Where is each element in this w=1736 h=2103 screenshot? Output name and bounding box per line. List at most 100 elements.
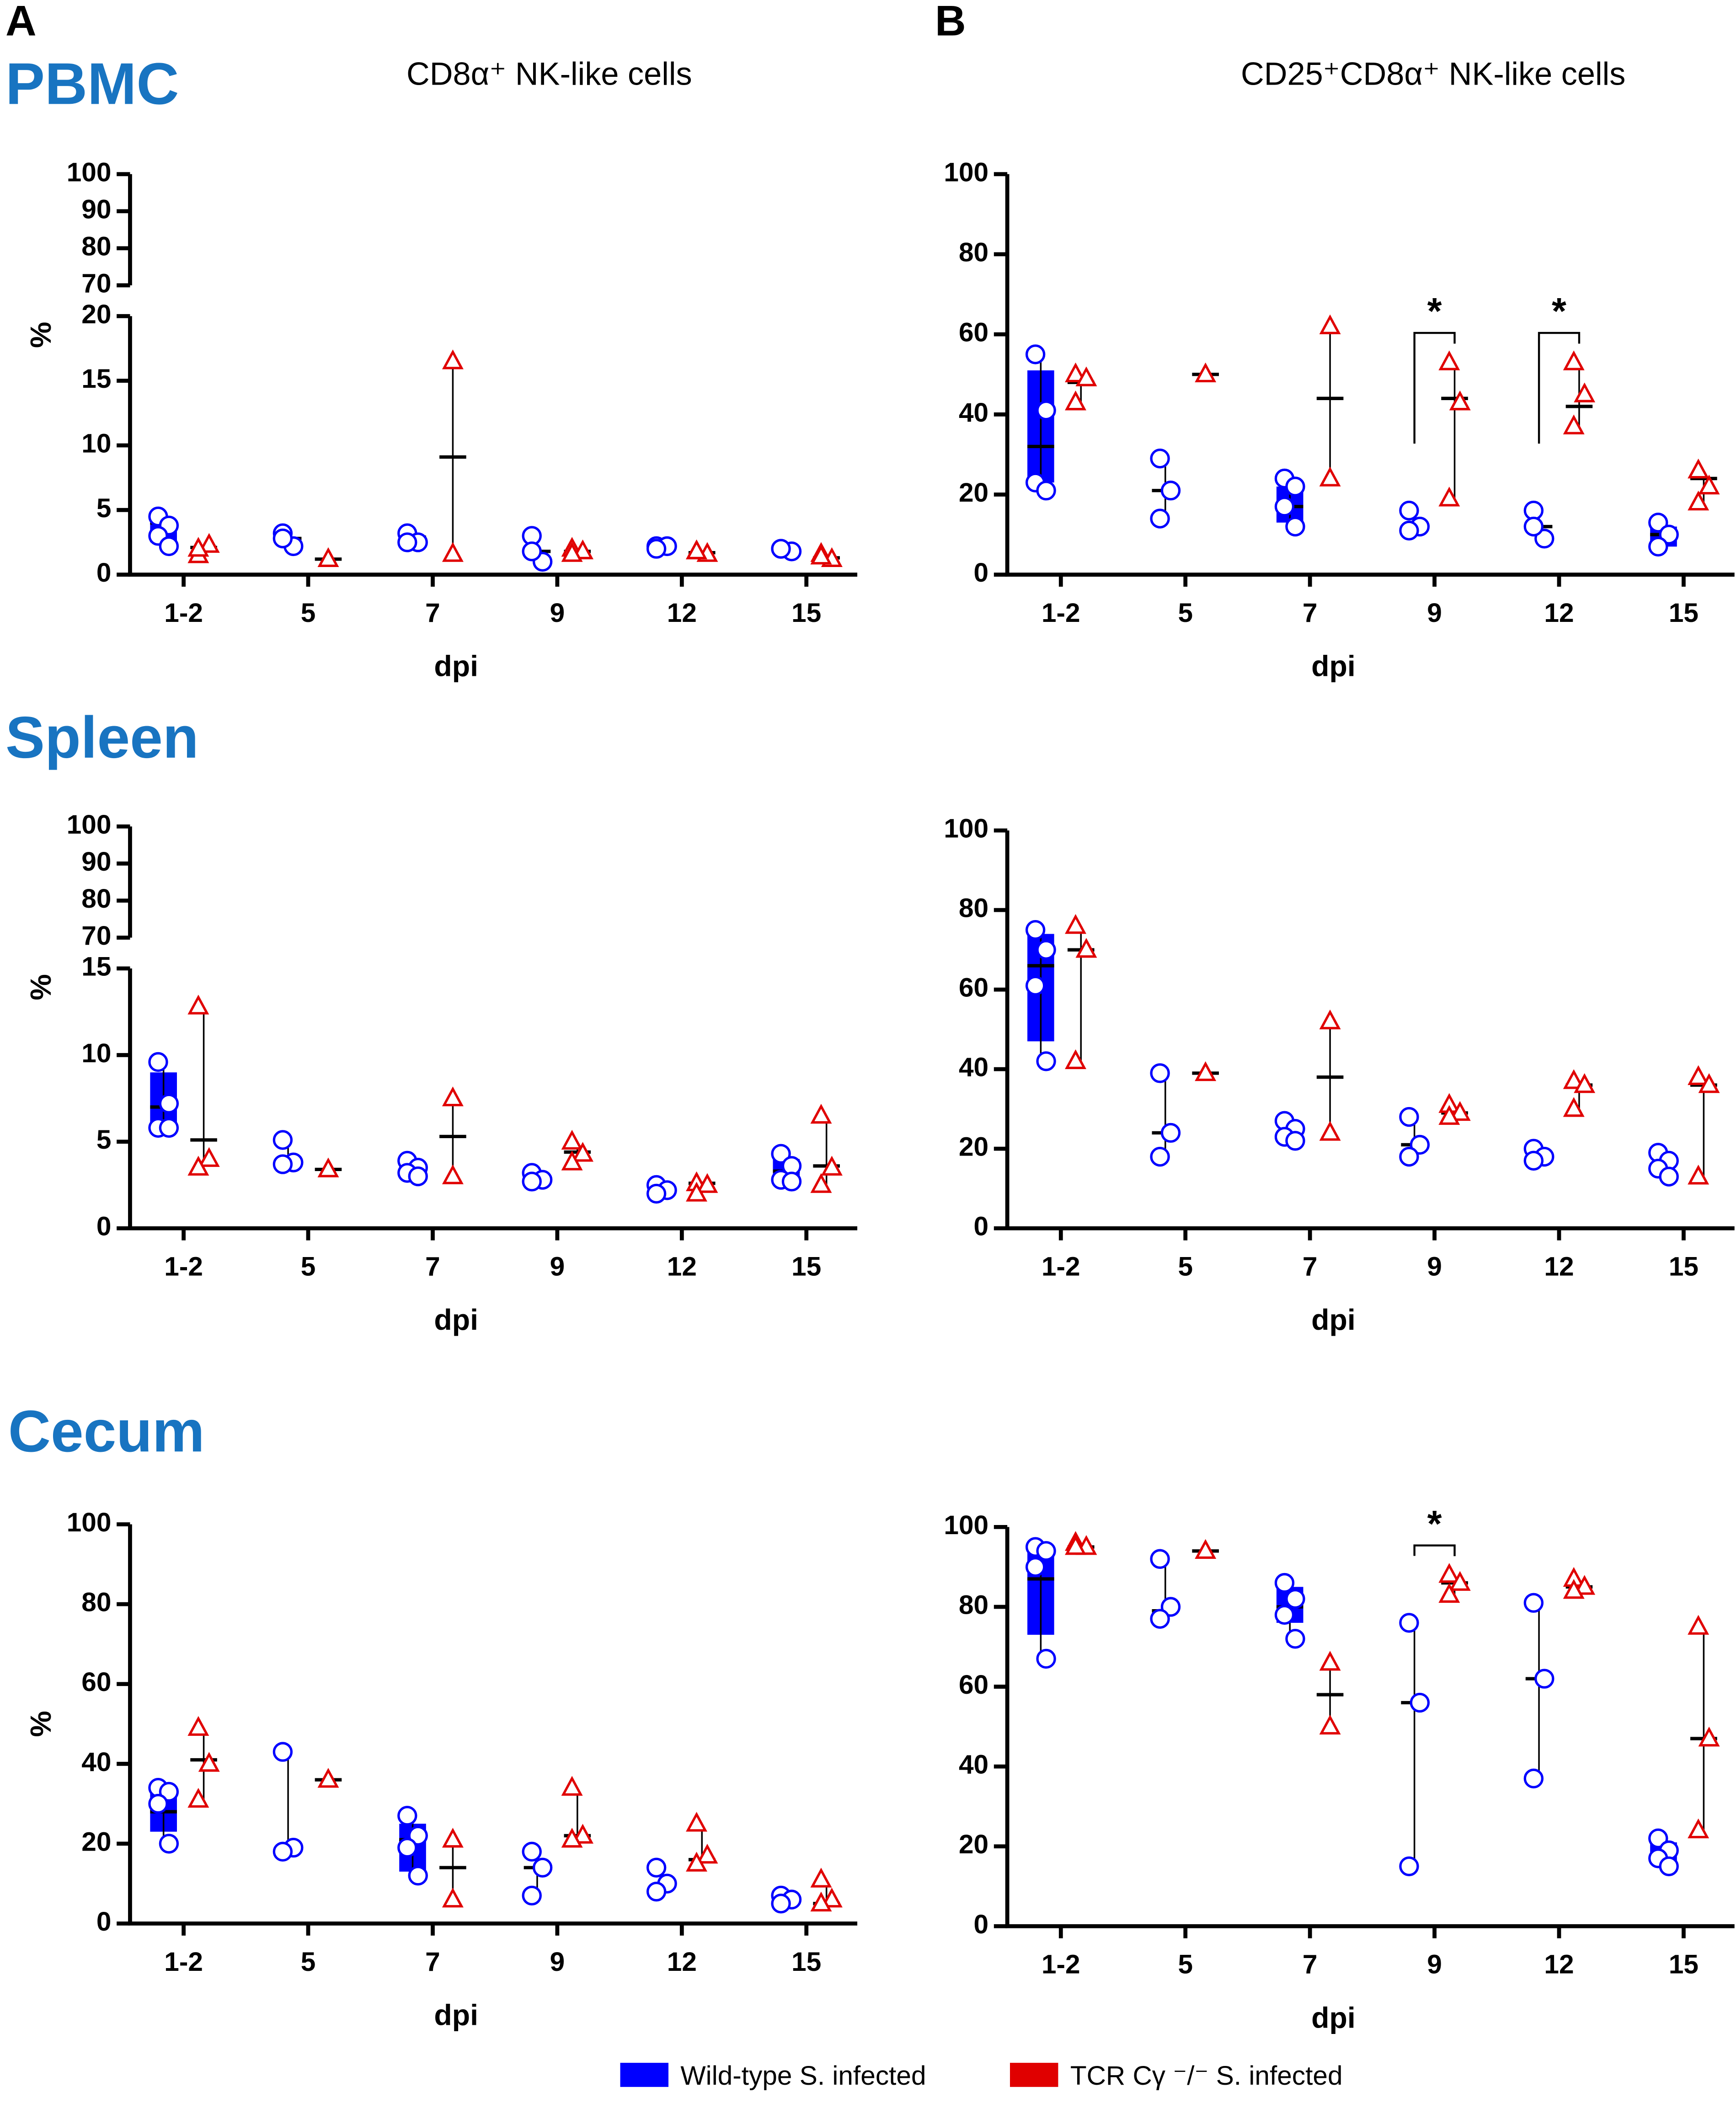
point: [1025, 1557, 1046, 1577]
point: [1195, 362, 1217, 383]
x-tick-label: 7: [425, 1947, 440, 1977]
point: [646, 1881, 667, 1902]
point: [686, 1851, 708, 1872]
point: [1523, 1593, 1544, 1613]
point: [272, 1742, 293, 1762]
point: [1285, 476, 1305, 497]
y-tick-label: 40: [959, 398, 988, 428]
point: [1285, 1629, 1305, 1649]
x-tick-label: 15: [1669, 1252, 1699, 1282]
point: [1319, 1714, 1341, 1735]
point: [1698, 1073, 1720, 1093]
y-tick-label: 90: [81, 194, 111, 224]
point: [1274, 1573, 1295, 1593]
point: [1574, 382, 1596, 402]
x-tick-label: 1-2: [164, 1947, 203, 1977]
y-tick-label: 0: [974, 1212, 989, 1241]
point: [1399, 1146, 1419, 1167]
point: [1150, 1146, 1170, 1167]
point: [1659, 1167, 1679, 1187]
y-tick-label: 20: [959, 1132, 988, 1162]
point: [1025, 975, 1046, 996]
point: [561, 1129, 583, 1150]
x-axis-label: dpi: [1311, 2001, 1356, 2034]
y-tick-label: 80: [81, 884, 111, 914]
point: [148, 1793, 168, 1814]
point: [1449, 391, 1471, 411]
y-tick-label: 0: [96, 1907, 112, 1937]
point: [1563, 414, 1585, 434]
y-tick-label: 60: [959, 318, 988, 348]
legend-swatch: [620, 2063, 669, 2087]
x-tick-label: 5: [1178, 598, 1193, 628]
y-axis-label: %: [24, 322, 57, 348]
row-title: PBMC: [5, 51, 179, 117]
x-tick-label: 12: [1544, 598, 1574, 628]
point: [1688, 490, 1709, 511]
significance-label: *: [1427, 1503, 1442, 1545]
y-tick-label: 80: [81, 231, 111, 261]
point: [397, 1806, 417, 1826]
point: [1075, 938, 1097, 958]
point: [1523, 516, 1544, 537]
point: [442, 349, 464, 369]
x-axis-label: dpi: [1311, 650, 1356, 683]
point: [1285, 516, 1305, 537]
significance-label: *: [1552, 291, 1566, 332]
point: [533, 1857, 553, 1878]
point: [1319, 1651, 1341, 1671]
point: [1574, 1073, 1596, 1093]
y-tick-label: 80: [959, 237, 988, 267]
point: [1160, 1597, 1181, 1617]
point: [442, 542, 464, 562]
point: [696, 1173, 718, 1193]
significance-bracket: [1413, 332, 1456, 444]
point: [1523, 500, 1544, 521]
y-axis-label: %: [24, 1711, 57, 1737]
y-tick-label: 0: [974, 1910, 989, 1939]
y-tick-label: 80: [81, 1588, 111, 1617]
y-tick-label: 0: [96, 558, 112, 588]
point: [696, 1844, 718, 1864]
point: [317, 547, 339, 567]
point: [1036, 940, 1056, 960]
point: [1285, 1131, 1305, 1151]
y-axis-label: %: [24, 974, 57, 1000]
point: [1274, 1605, 1295, 1625]
x-tick-label: 9: [1427, 1252, 1442, 1282]
point: [442, 1828, 464, 1848]
point: [1688, 1165, 1709, 1185]
point: [821, 1888, 843, 1908]
point: [1150, 1609, 1170, 1629]
point: [1574, 1575, 1596, 1595]
point: [1065, 1049, 1087, 1070]
y-tick-label: 70: [81, 921, 111, 951]
point: [1648, 1828, 1668, 1848]
x-tick-label: 15: [791, 1947, 821, 1977]
legend-label: TCR Cγ ⁻/⁻ S. infected: [1070, 2061, 1343, 2091]
point: [1075, 366, 1097, 386]
point: [1150, 1549, 1170, 1569]
point: [1274, 497, 1295, 517]
point: [1438, 1105, 1460, 1125]
y-tick-label: 15: [81, 364, 111, 394]
point: [1523, 1768, 1544, 1789]
point: [317, 1157, 339, 1177]
x-tick-label: 9: [550, 1252, 565, 1282]
y-tick-label: 100: [67, 1508, 112, 1537]
point: [1698, 1727, 1720, 1747]
point: [408, 1825, 428, 1846]
y-tick-label: 100: [944, 1510, 988, 1540]
point: [561, 1828, 583, 1848]
point: [272, 1130, 293, 1150]
point: [1195, 1061, 1217, 1081]
x-tick-label: 15: [1669, 1950, 1699, 1980]
x-tick-label: 9: [1427, 598, 1442, 628]
point: [686, 1182, 708, 1202]
y-tick-label: 20: [81, 1827, 111, 1857]
point: [408, 1166, 428, 1187]
point: [1698, 474, 1720, 495]
point: [1648, 536, 1668, 557]
point: [646, 1183, 667, 1204]
